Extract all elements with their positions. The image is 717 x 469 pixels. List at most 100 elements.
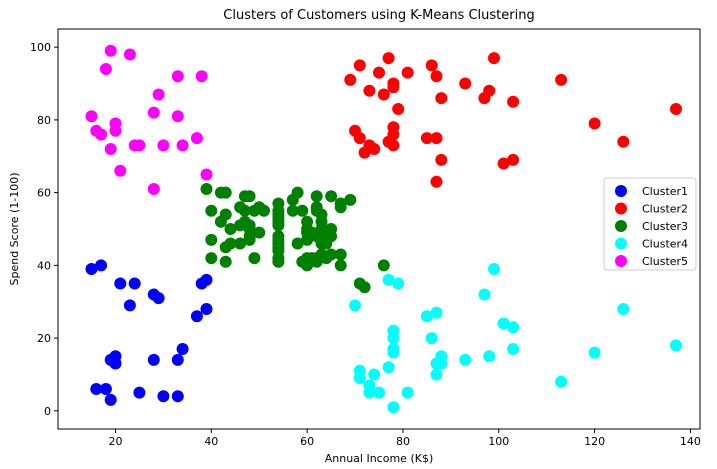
point-cluster4-0 <box>349 299 361 312</box>
point-cluster1-14 <box>152 292 165 305</box>
point-cluster4-16 <box>420 310 433 323</box>
point-cluster3-9 <box>219 255 232 268</box>
point-cluster2-16 <box>387 139 400 152</box>
x-axis-ticks: 20 40 60 80 100 120 140 <box>108 429 701 448</box>
point-cluster1-5 <box>104 393 117 406</box>
x-tick-label-100: 100 <box>488 435 509 448</box>
point-cluster2-17 <box>392 103 405 115</box>
point-cluster4-26 <box>488 263 500 275</box>
point-cluster4-22 <box>435 350 448 363</box>
point-cluster4-2 <box>353 372 366 385</box>
point-cluster2-24 <box>435 92 448 105</box>
point-cluster4-25 <box>483 350 496 363</box>
x-tick-label-60: 60 <box>300 435 314 448</box>
point-cluster4-30 <box>555 375 568 388</box>
point-cluster1-15 <box>157 390 170 403</box>
point-cluster3-25 <box>253 226 266 239</box>
point-cluster4-8 <box>382 273 395 286</box>
x-tick-label-20: 20 <box>108 435 122 448</box>
point-cluster2-23 <box>430 70 443 83</box>
x-tick-label-140: 140 <box>680 435 701 448</box>
legend-box <box>603 177 697 271</box>
chart-title: Clusters of Customers using K-Means Clus… <box>223 8 534 23</box>
point-cluster1-9 <box>123 299 136 312</box>
legend-label-cluster4: Cluster4 <box>642 238 688 251</box>
point-cluster1-8 <box>114 277 127 290</box>
point-cluster3-7 <box>219 186 232 199</box>
point-cluster3-39 <box>272 197 285 210</box>
legend-label-cluster1: Cluster1 <box>642 185 688 198</box>
point-cluster2-28 <box>483 84 496 97</box>
point-cluster3-80 <box>377 259 390 272</box>
data-points-layer <box>85 44 682 414</box>
point-cluster1-3 <box>99 383 112 395</box>
plot-frame <box>57 28 701 430</box>
point-cluster3-10 <box>224 223 237 235</box>
y-tick-label-100: 100 <box>30 41 51 54</box>
point-cluster3-2 <box>205 233 218 246</box>
point-cluster2-33 <box>555 73 568 86</box>
point-cluster3-76 <box>334 259 347 272</box>
point-cluster2-21 <box>430 175 443 188</box>
point-cluster2-20 <box>425 59 438 72</box>
point-cluster5-11 <box>133 139 146 152</box>
point-cluster2-26 <box>459 77 472 90</box>
point-cluster3-3 <box>205 252 218 265</box>
point-cluster5-12 <box>147 106 160 119</box>
x-tick-label-120: 120 <box>584 435 605 448</box>
point-cluster5-3 <box>99 63 112 75</box>
point-cluster5-4 <box>104 143 117 155</box>
point-cluster1-16 <box>171 390 184 403</box>
point-cluster5-19 <box>190 132 203 145</box>
point-cluster2-35 <box>617 135 630 148</box>
y-tick-label-40: 40 <box>37 259 51 272</box>
point-cluster2-7 <box>368 143 381 155</box>
point-cluster1-7 <box>109 357 122 370</box>
x-tick-label-40: 40 <box>204 435 218 448</box>
point-cluster1-0 <box>85 263 98 275</box>
point-cluster3-72 <box>325 190 338 203</box>
point-cluster4-7 <box>382 361 395 374</box>
point-cluster4-18 <box>430 306 443 319</box>
point-cluster3-13 <box>234 237 247 250</box>
point-cluster3-15 <box>238 204 251 217</box>
point-cluster3-75 <box>334 201 347 214</box>
point-cluster3-35 <box>272 219 285 232</box>
legend-marker-cluster1 <box>615 185 627 197</box>
y-tick-label-0: 0 <box>44 405 51 418</box>
point-cluster3-66 <box>315 208 328 221</box>
point-cluster5-21 <box>200 168 213 181</box>
legend-label-cluster5: Cluster5 <box>642 255 688 268</box>
point-cluster2-5 <box>363 84 376 97</box>
point-cluster1-19 <box>190 310 203 323</box>
point-cluster3-45 <box>296 204 309 217</box>
point-cluster5-18 <box>176 139 189 152</box>
point-cluster5-5 <box>104 44 117 57</box>
point-cluster1-18 <box>176 343 189 355</box>
point-cluster3-70 <box>325 223 338 235</box>
y-tick-label-80: 80 <box>37 114 51 127</box>
point-cluster2-0 <box>344 73 357 86</box>
point-cluster2-14 <box>387 81 400 94</box>
point-cluster2-29 <box>488 52 500 65</box>
point-cluster4-31 <box>588 346 601 359</box>
point-cluster3-6 <box>219 208 232 221</box>
point-cluster3-57 <box>310 190 323 203</box>
point-cluster4-29 <box>507 321 520 334</box>
point-cluster1-21 <box>200 273 213 286</box>
point-cluster4-12 <box>387 346 400 359</box>
y-tick-label-60: 60 <box>37 187 51 200</box>
point-cluster3-71 <box>325 248 338 261</box>
point-cluster4-13 <box>387 401 400 414</box>
point-cluster5-9 <box>123 48 136 61</box>
point-cluster1-2 <box>95 259 108 272</box>
point-cluster1-17 <box>171 353 184 366</box>
point-cluster5-13 <box>147 183 160 195</box>
point-cluster3-22 <box>243 233 256 246</box>
point-cluster4-24 <box>478 288 491 301</box>
point-cluster3-77 <box>344 193 357 206</box>
x-axis-label: Annual Income (K$) <box>325 452 434 465</box>
point-cluster2-18 <box>401 66 414 79</box>
point-cluster4-14 <box>392 277 405 290</box>
point-cluster4-28 <box>507 343 520 355</box>
